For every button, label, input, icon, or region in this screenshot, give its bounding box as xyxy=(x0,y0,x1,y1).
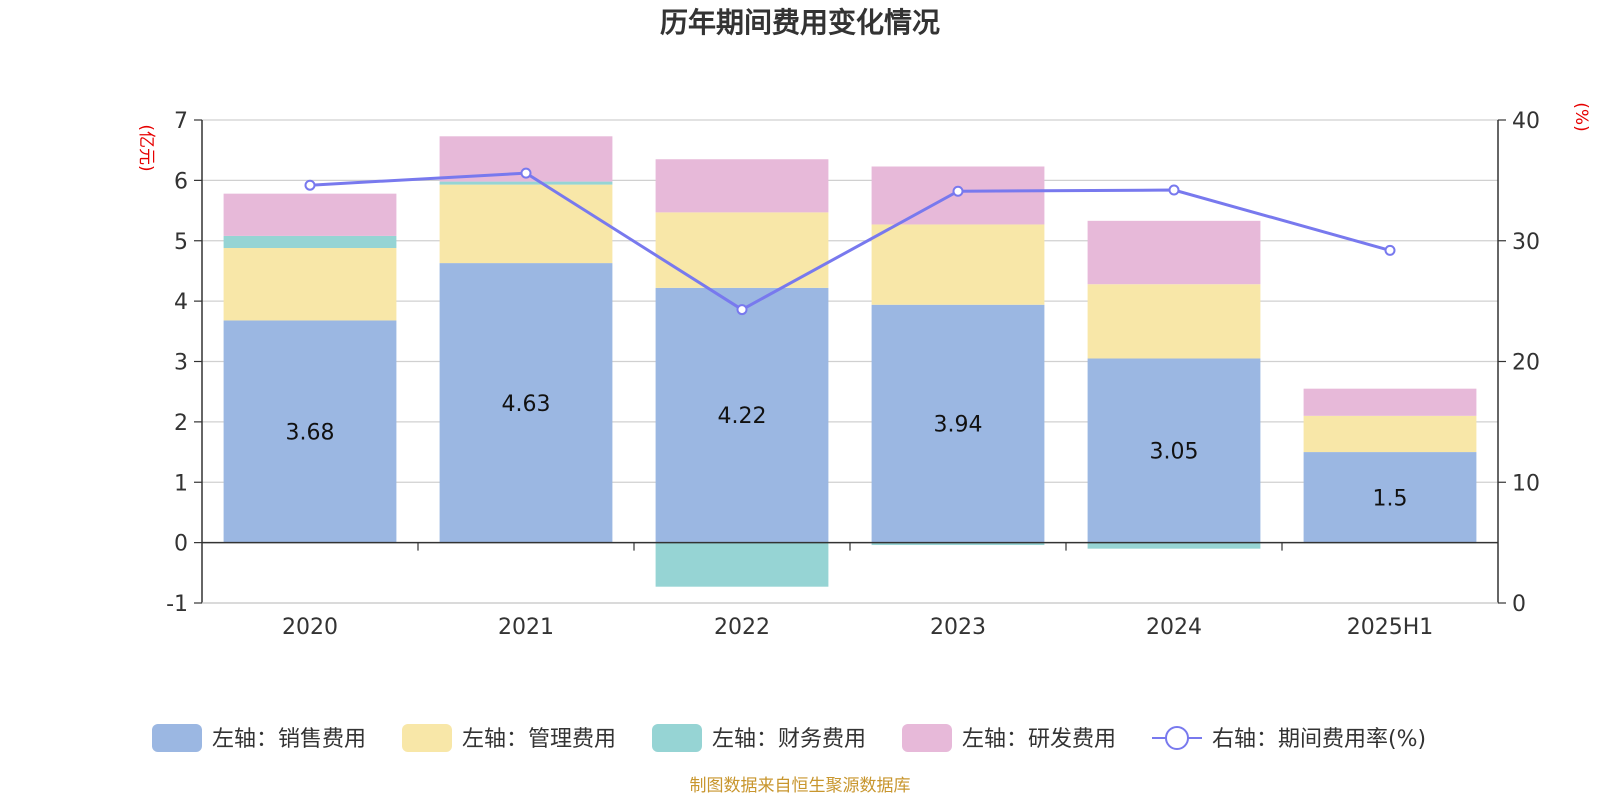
bar-2025H1-s0 xyxy=(1303,452,1477,543)
x-tick-label-2021: 2021 xyxy=(498,615,554,640)
left-tick-label: 2 xyxy=(174,411,188,436)
right-tick-label: 40 xyxy=(1512,109,1540,134)
legend-label-0: 左轴：销售费用 xyxy=(212,727,366,752)
left-tick-label: 3 xyxy=(174,351,188,376)
bar-2021-s1 xyxy=(439,184,613,264)
bar-2024-s3 xyxy=(1087,220,1261,285)
bar-2022-s0 xyxy=(655,287,829,543)
legend-label-4: 右轴：期间费用率(%) xyxy=(1212,727,1426,752)
data-label-2023: 3.94 xyxy=(934,413,983,438)
data-label-2024: 3.05 xyxy=(1150,440,1199,465)
legend-label-2: 左轴：财务费用 xyxy=(712,727,866,752)
right-tick-label: 20 xyxy=(1512,351,1540,376)
data-label-2021: 4.63 xyxy=(502,392,551,417)
x-tick-label-2020: 2020 xyxy=(282,615,338,640)
x-tick-label-2022: 2022 xyxy=(714,615,770,640)
legend-swatch-0 xyxy=(152,724,202,752)
left-tick-label: 6 xyxy=(174,169,188,194)
x-tick-label-2023: 2023 xyxy=(930,615,986,640)
bar-2024-s0 xyxy=(1087,358,1261,543)
bar-2023-s2 xyxy=(871,542,1045,546)
bar-2020-s3 xyxy=(223,193,397,236)
bar-2023-s1 xyxy=(871,224,1045,305)
x-tick-label-2025H1: 2025H1 xyxy=(1347,615,1434,640)
expense-rate-point-2022 xyxy=(736,304,748,316)
left-tick-label: 7 xyxy=(174,109,188,134)
data-label-2022: 4.22 xyxy=(718,404,767,429)
left-axis-unit: (亿元) xyxy=(136,124,156,171)
legend-swatch-1 xyxy=(402,724,452,752)
x-tick-label-2024: 2024 xyxy=(1146,615,1202,640)
right-tick-label: 10 xyxy=(1512,471,1540,496)
chart-title: 历年期间费用变化情况 xyxy=(660,6,940,39)
legend-point-swatch xyxy=(1165,726,1189,750)
bar-2020-s0 xyxy=(223,320,397,543)
left-tick-label: 5 xyxy=(174,230,188,255)
left-tick-label: 0 xyxy=(174,532,188,557)
legend-swatch-2 xyxy=(652,724,702,752)
data-label-2020: 3.68 xyxy=(286,421,335,446)
data-label-2025H1: 1.5 xyxy=(1373,486,1408,511)
bar-2020-s1 xyxy=(223,247,397,321)
bar-2023-s0 xyxy=(871,304,1045,543)
bar-2020-s2 xyxy=(223,235,397,248)
legend-label-3: 左轴：研发费用 xyxy=(962,727,1116,752)
left-tick-label: -1 xyxy=(166,592,188,617)
bar-2024-s2 xyxy=(1087,542,1261,549)
expense-rate-point-2023 xyxy=(952,185,964,197)
expense-rate-point-2024 xyxy=(1168,184,1180,196)
left-tick-label: 1 xyxy=(174,471,188,496)
bar-2025H1-s1 xyxy=(1303,415,1477,453)
expense-rate-point-2021 xyxy=(520,167,532,179)
bar-2021-s0 xyxy=(439,263,613,543)
bar-2021-s2 xyxy=(439,181,613,185)
expense-rate-point-2025H1 xyxy=(1384,244,1396,256)
expense-rate-line xyxy=(309,171,1391,312)
bar-2022-s1 xyxy=(655,212,829,288)
bar-2024-s1 xyxy=(1087,284,1261,359)
data-source: 制图数据来自恒生聚源数据库 xyxy=(690,776,911,796)
legend-swatch-3 xyxy=(902,724,952,752)
right-tick-label: 0 xyxy=(1512,592,1526,617)
right-tick-label: 30 xyxy=(1512,230,1540,255)
right-axis-unit: (%) xyxy=(1571,102,1591,131)
bar-2025H1-s3 xyxy=(1303,388,1477,416)
expense-rate-point-2020 xyxy=(304,179,316,191)
bar-2022-s3 xyxy=(655,159,829,213)
left-tick-label: 4 xyxy=(174,290,188,315)
bar-2022-s2 xyxy=(655,542,829,587)
legend-label-1: 左轴：管理费用 xyxy=(462,727,616,752)
